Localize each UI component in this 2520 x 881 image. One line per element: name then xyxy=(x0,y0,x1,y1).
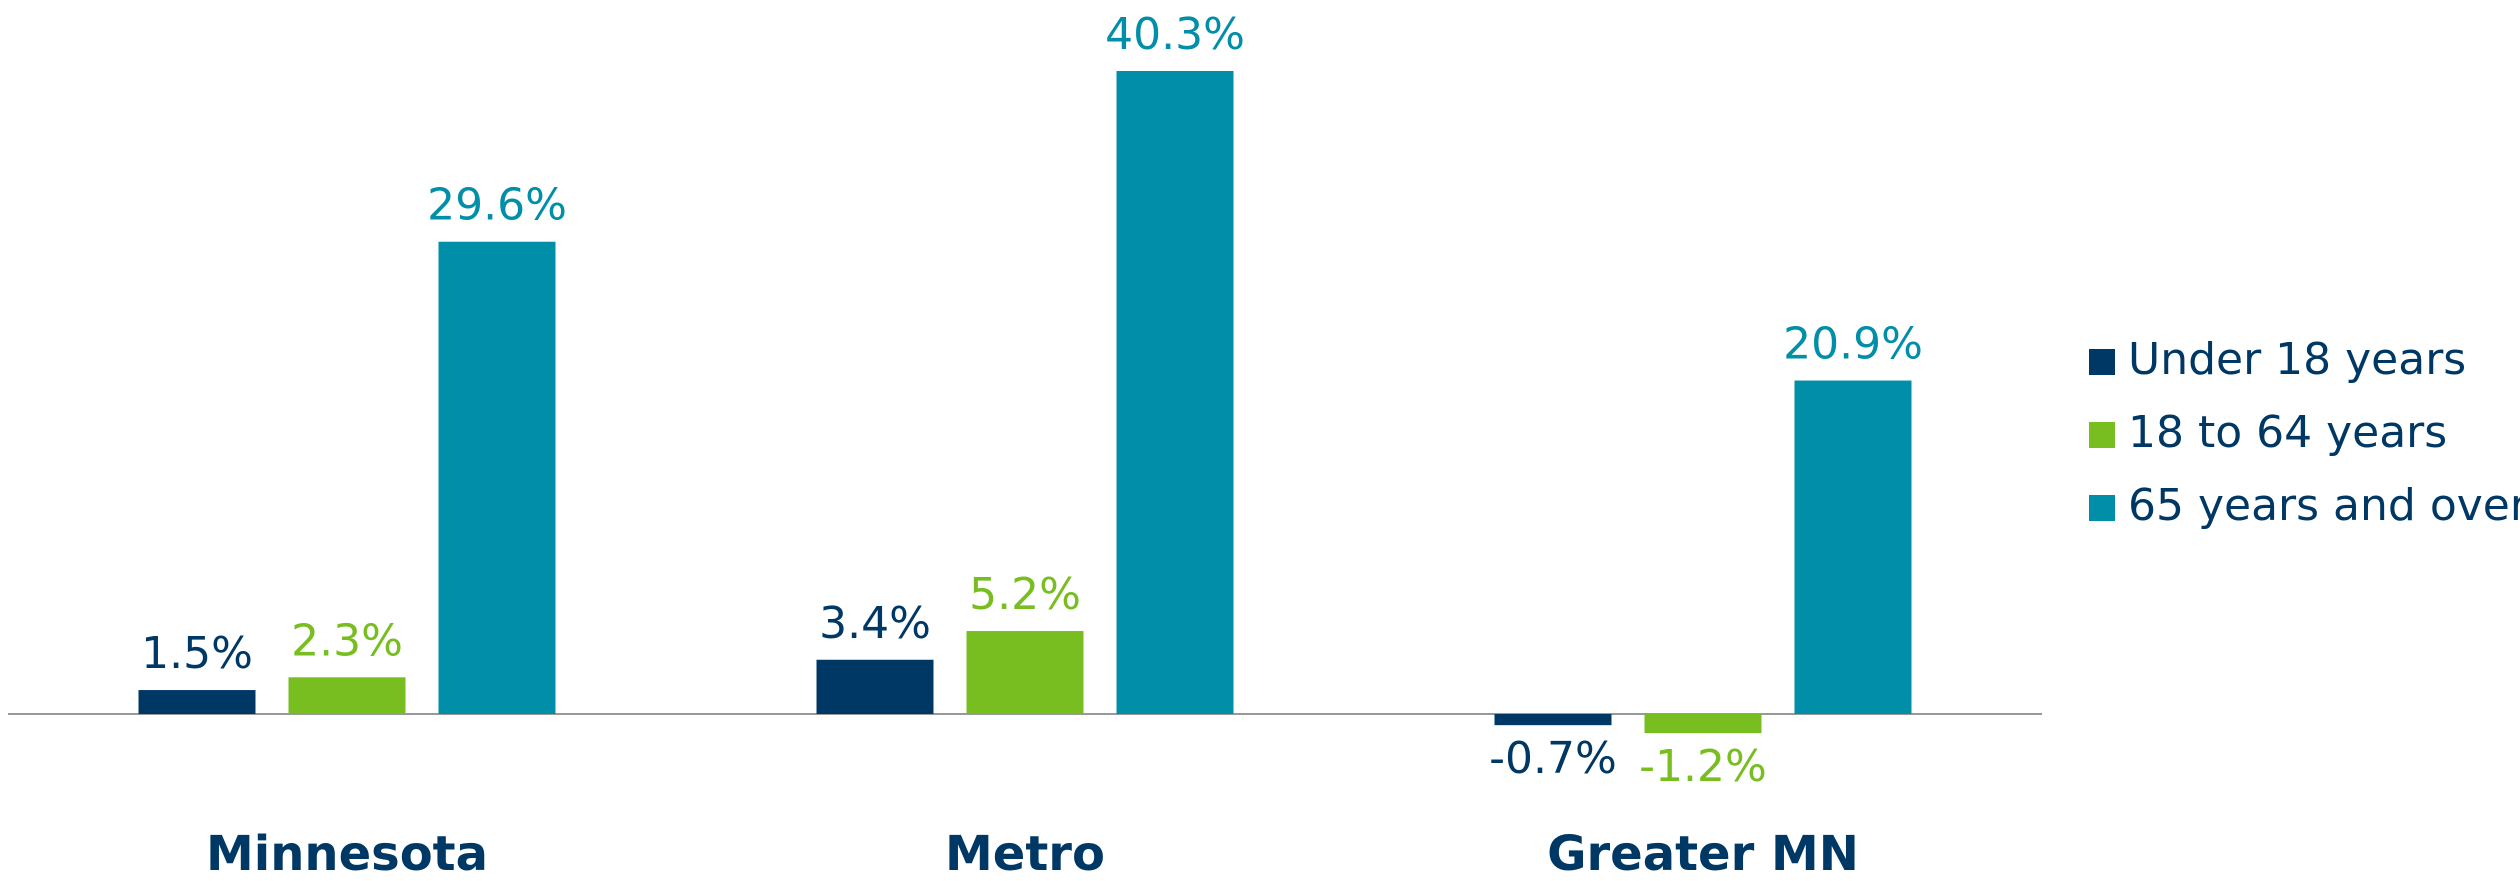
legend-label: 18 to 64 years xyxy=(2128,407,2447,458)
bar xyxy=(1644,714,1762,734)
data-label: 3.4% xyxy=(819,598,931,649)
legend-swatch xyxy=(2089,349,2115,375)
bar xyxy=(816,659,934,714)
data-label: 2.3% xyxy=(291,615,403,666)
data-label: 29.6% xyxy=(427,180,567,231)
bar xyxy=(966,631,1084,714)
bar xyxy=(438,241,556,714)
legend-swatch xyxy=(2089,422,2115,448)
legend-label: Under 18 years xyxy=(2128,334,2466,385)
x-tick-label: Greater MN xyxy=(1547,826,1859,881)
data-label: 5.2% xyxy=(969,569,1081,620)
x-tick-label: Metro xyxy=(945,826,1105,881)
bar xyxy=(1794,380,1912,714)
bar xyxy=(288,677,406,714)
bar xyxy=(1116,71,1234,714)
x-tick-label: Minnesota xyxy=(206,826,488,881)
data-label: -0.7% xyxy=(1489,733,1617,784)
data-label: 1.5% xyxy=(141,628,253,679)
data-label: 20.9% xyxy=(1783,319,1923,370)
bar xyxy=(1494,714,1612,726)
legend-swatch xyxy=(2089,495,2115,521)
data-label: 40.3% xyxy=(1105,9,1245,60)
data-label: -1.2% xyxy=(1639,741,1767,792)
legend-label: 65 years and over xyxy=(2128,480,2520,531)
bar xyxy=(138,690,256,714)
